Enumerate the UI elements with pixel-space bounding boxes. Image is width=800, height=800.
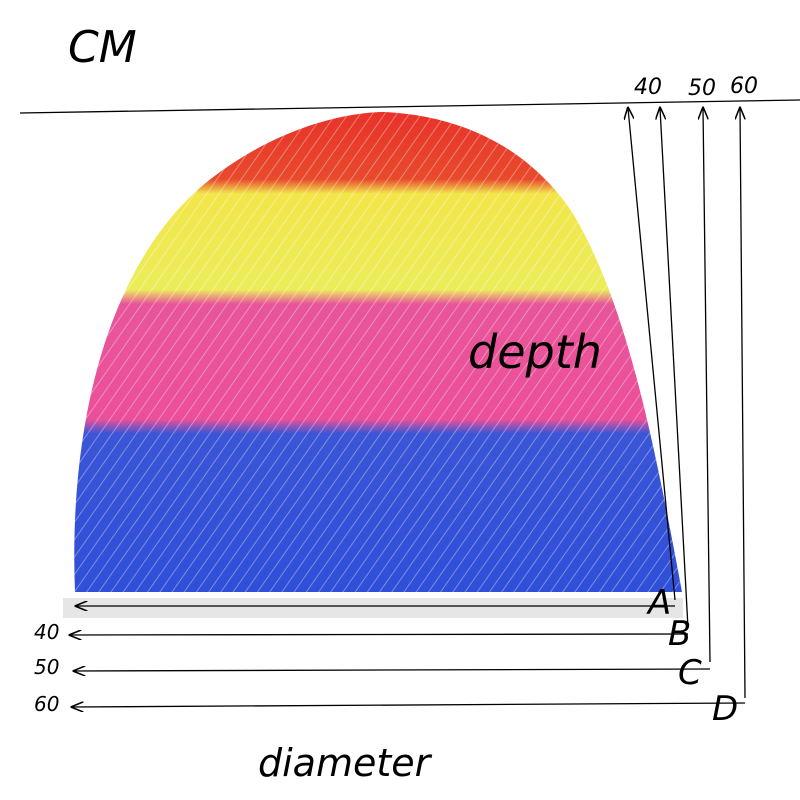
letter-label: C xyxy=(678,653,702,693)
size-label: 60 xyxy=(34,692,59,716)
size-label: 60 xyxy=(730,74,758,99)
arrow xyxy=(74,669,711,671)
depth-label: depth xyxy=(468,325,602,379)
arrow xyxy=(628,108,676,601)
vertical-arrows xyxy=(628,108,746,699)
letter-label: A xyxy=(646,583,671,623)
size-label: 50 xyxy=(688,76,716,101)
arrow xyxy=(703,108,711,663)
top-line xyxy=(19,99,800,114)
size-label: 40 xyxy=(634,75,662,100)
letter-label: D xyxy=(712,689,738,729)
arrow xyxy=(70,634,689,635)
size-label: 50 xyxy=(34,655,59,679)
letter-label: B xyxy=(668,614,691,654)
unit-title: CM xyxy=(68,22,137,73)
arrow xyxy=(72,703,746,707)
hat-base xyxy=(63,598,683,618)
horizontal-arrows xyxy=(70,606,746,707)
arrow xyxy=(660,108,689,629)
diameter-label: diameter xyxy=(258,741,433,785)
size-label: 40 xyxy=(34,620,59,644)
arrow xyxy=(740,108,746,699)
hat-texture xyxy=(74,112,683,592)
